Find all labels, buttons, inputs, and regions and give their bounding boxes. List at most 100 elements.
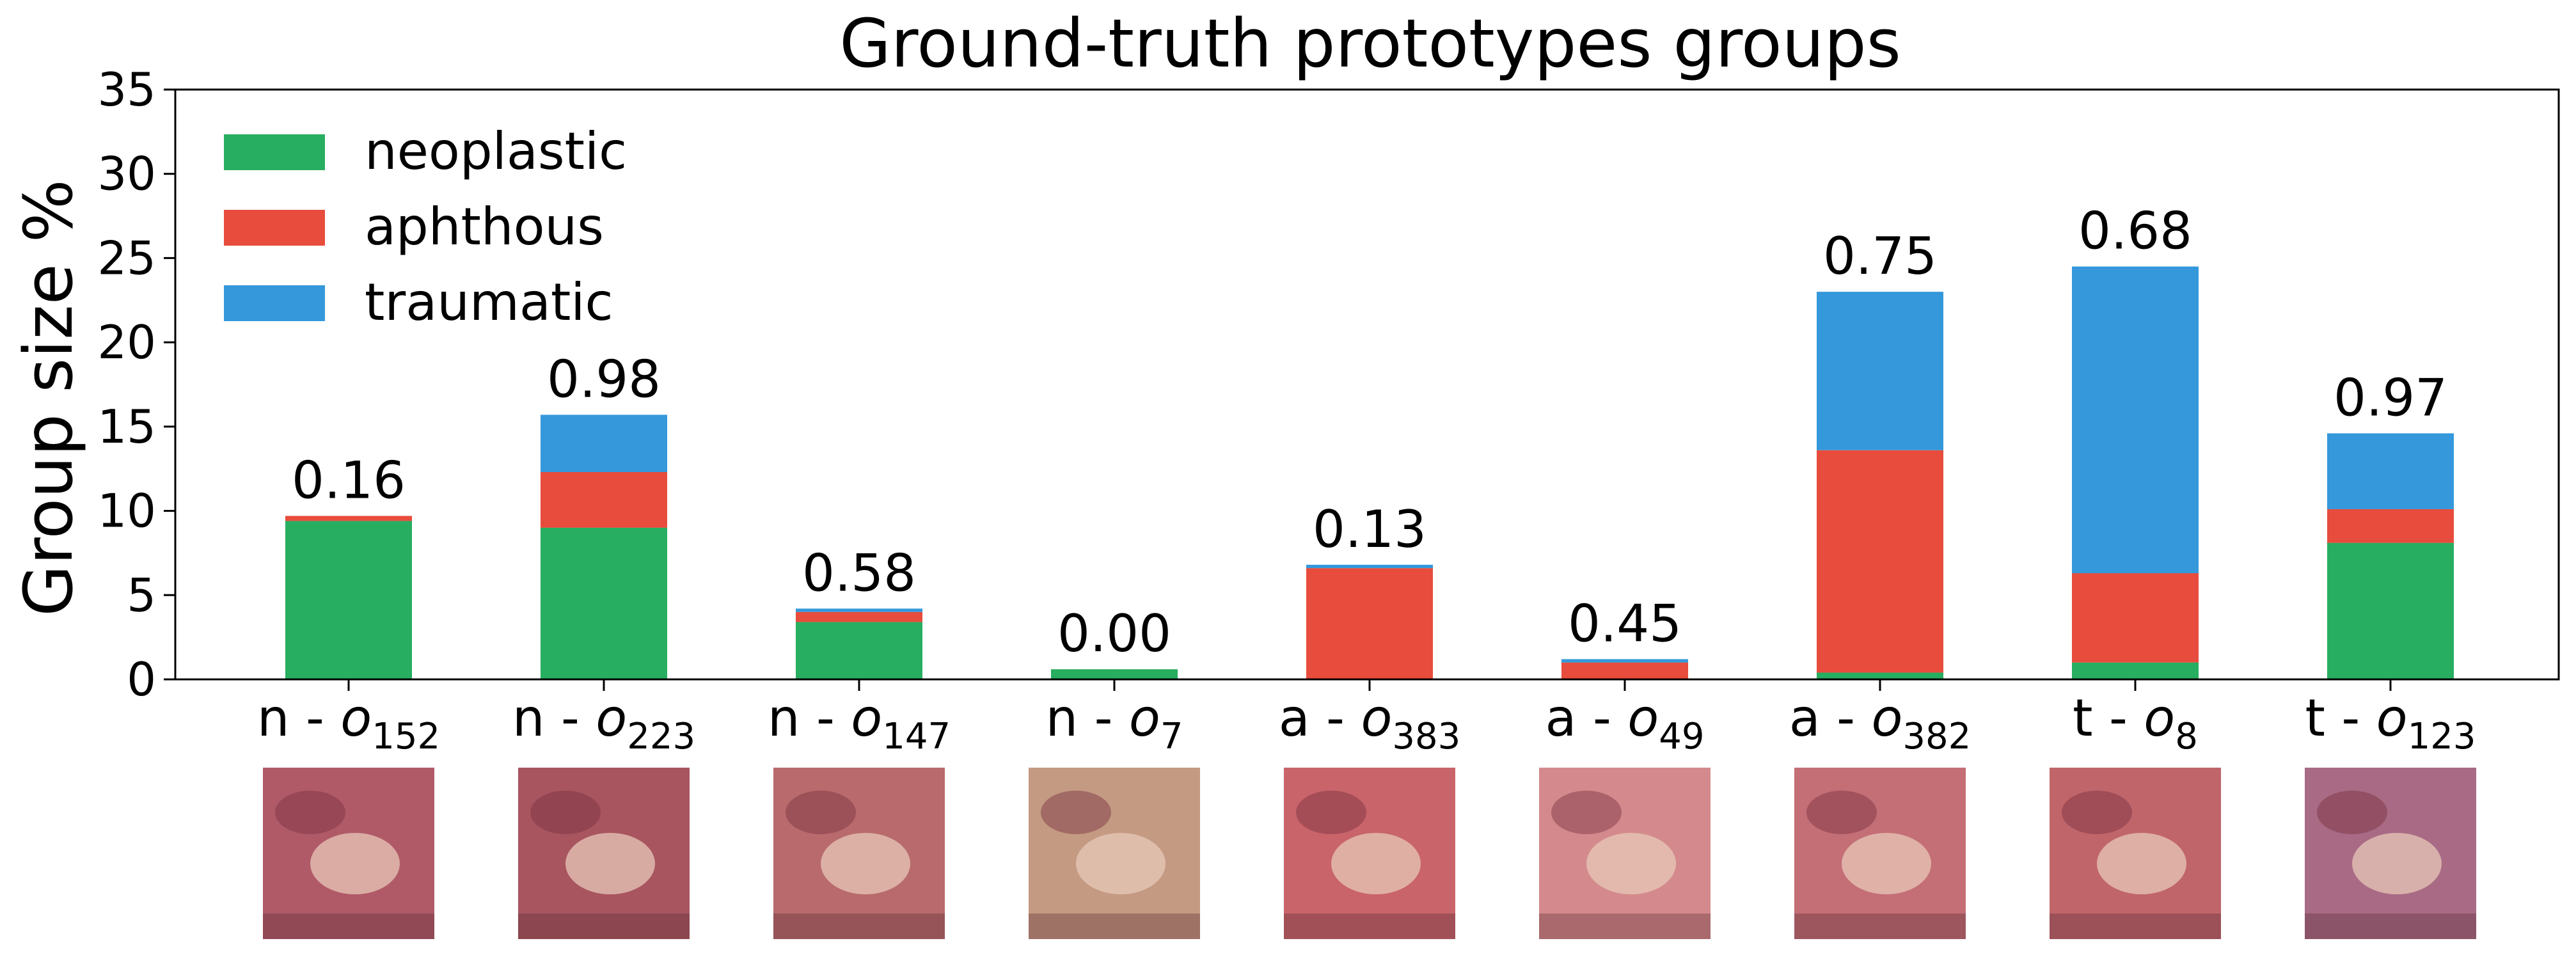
x-tick-label-subscript: 7 — [1160, 716, 1183, 757]
bar-aphthous-8 — [2327, 509, 2454, 543]
plot-frame — [174, 88, 2560, 681]
bar-traumatic-2 — [796, 608, 922, 612]
x-tick-label-7: t - o8 — [2073, 688, 2198, 757]
x-tick-label-prefix: n - — [512, 688, 596, 748]
bar-value-label-4: 0.13 — [1313, 500, 1426, 559]
x-tick-label-subscript: 223 — [627, 716, 695, 757]
y-tick-label-20: 20 — [97, 315, 156, 369]
x-tick-label-0: n - o152 — [257, 688, 440, 757]
bar-traumatic-8 — [2327, 433, 2454, 509]
oral-lesion-photo-icon — [518, 768, 690, 939]
bar-value-label-8: 0.97 — [2334, 368, 2447, 427]
y-tick-label-15: 15 — [97, 400, 156, 454]
legend-swatch-neoplastic — [224, 134, 325, 170]
x-tick-label-symbol: o — [1129, 688, 1160, 748]
bar-neoplastic-2 — [796, 622, 922, 679]
x-tick-label-8: t - o123 — [2305, 688, 2476, 757]
oral-lesion-photo-icon — [1794, 768, 1966, 939]
x-tick-label-symbol: o — [340, 688, 372, 748]
x-tick-label-symbol: o — [1871, 688, 1902, 748]
bar-value-label-6: 0.75 — [1823, 226, 1937, 286]
bar-neoplastic-1 — [541, 527, 667, 679]
x-tick-label-5: a - o49 — [1545, 688, 1705, 757]
bar-value-label-7: 0.68 — [2078, 202, 2192, 261]
x-tick-label-subscript: 49 — [1659, 716, 1704, 757]
legend-swatch-aphthous — [224, 210, 325, 246]
bar-aphthous-1 — [541, 471, 667, 528]
x-tick-label-symbol: o — [1361, 688, 1392, 748]
x-tick-label-symbol: o — [596, 688, 627, 748]
x-tick-label-symbol: o — [2376, 688, 2408, 748]
oral-lesion-photo-icon — [263, 768, 434, 939]
x-tick-label-6: a - o382 — [1789, 688, 1972, 757]
y-tick-label-30: 30 — [97, 147, 156, 201]
bar-value-label-0: 0.16 — [292, 450, 406, 510]
x-tick-label-3: n - o7 — [1045, 688, 1183, 757]
chart-title: Ground-truth prototypes groups — [839, 4, 1901, 83]
bars — [285, 266, 2454, 679]
y-tick-label-10: 10 — [97, 484, 156, 538]
bar-traumatic-6 — [1817, 292, 1943, 450]
x-axis: n - o152 n - o223 n - o147 n - o7 a - o383 a … — [257, 679, 2476, 757]
bar-aphthous-4 — [1306, 568, 1433, 679]
x-tick-label-prefix: a - — [1279, 688, 1361, 748]
x-tick-label-prefix: a - — [1545, 688, 1628, 748]
bar-neoplastic-3 — [1051, 669, 1178, 679]
bar-value-label-2: 0.58 — [802, 543, 916, 603]
x-tick-label-subscript: 123 — [2408, 716, 2476, 757]
bar-aphthous-6 — [1817, 450, 1943, 673]
oral-lesion-photo-icon — [1539, 768, 1711, 939]
bar-traumatic-4 — [1306, 564, 1433, 569]
x-tick-label-1: n - o223 — [512, 688, 695, 757]
y-axis-label: Group size % — [10, 179, 88, 616]
x-tick-label-prefix: t - — [2305, 688, 2376, 748]
legend-swatch-traumatic — [224, 285, 325, 321]
bar-aphthous-0 — [285, 516, 412, 521]
bar-aphthous-2 — [796, 612, 922, 622]
x-tick-label-prefix: n - — [1045, 688, 1128, 748]
oral-lesion-photo-icon — [2050, 768, 2221, 939]
x-tick-label-prefix: n - — [768, 688, 851, 748]
x-tick-label-symbol: o — [1627, 688, 1659, 748]
bar-neoplastic-7 — [2072, 662, 2199, 679]
legend-label-traumatic: traumatic — [365, 273, 613, 332]
oral-lesion-photo-icon — [773, 768, 945, 939]
x-tick-label-prefix: t - — [2073, 688, 2144, 748]
y-tick-label-25: 25 — [97, 231, 156, 285]
bar-traumatic-1 — [541, 415, 667, 472]
oral-lesion-photo-icon — [2305, 768, 2476, 939]
x-tick-label-subscript: 152 — [372, 716, 440, 757]
x-tick-label-subscript: 147 — [882, 716, 951, 757]
x-tick-label-subscript: 8 — [2175, 716, 2198, 757]
x-tick-label-subscript: 382 — [1902, 716, 1971, 757]
bar-neoplastic-6 — [1817, 672, 1943, 679]
bar-traumatic-5 — [1561, 659, 1688, 663]
x-tick-label-prefix: n - — [257, 688, 340, 748]
bar-aphthous-5 — [1561, 662, 1688, 679]
x-tick-label-prefix: a - — [1789, 688, 1872, 748]
legend-label-aphthous: aphthous — [365, 197, 604, 257]
bar-neoplastic-0 — [285, 521, 412, 679]
thumbnails — [263, 768, 2476, 939]
x-tick-label-4: a - o383 — [1279, 688, 1461, 757]
bar-aphthous-7 — [2072, 573, 2199, 663]
x-tick-label-symbol: o — [2144, 688, 2175, 748]
y-axis: 0 5 10 15 20 25 30 35 — [97, 63, 175, 706]
bar-value-label-1: 0.98 — [547, 349, 661, 409]
y-tick-label-5: 5 — [127, 568, 156, 622]
oral-lesion-photo-icon — [1029, 768, 1200, 939]
legend-label-neoplastic: neoplastic — [365, 122, 627, 181]
x-tick-label-symbol: o — [851, 688, 882, 748]
bar-value-label-5: 0.45 — [1568, 594, 1682, 653]
bar-value-label-3: 0.00 — [1057, 604, 1171, 663]
x-tick-label-subscript: 383 — [1392, 716, 1460, 757]
bar-traumatic-7 — [2072, 266, 2199, 574]
bar-neoplastic-8 — [2327, 542, 2454, 679]
x-tick-label-2: n - o147 — [768, 688, 951, 757]
legend: neoplastic aphthous traumatic — [224, 122, 627, 332]
y-tick-label-0: 0 — [127, 652, 156, 706]
y-tick-label-35: 35 — [97, 63, 156, 116]
bar-value-labels: 0.16 0.98 0.58 0.00 0.13 0.45 0.75 0.68 0.97 — [292, 202, 2447, 664]
oral-lesion-photo-icon — [1284, 768, 1455, 939]
